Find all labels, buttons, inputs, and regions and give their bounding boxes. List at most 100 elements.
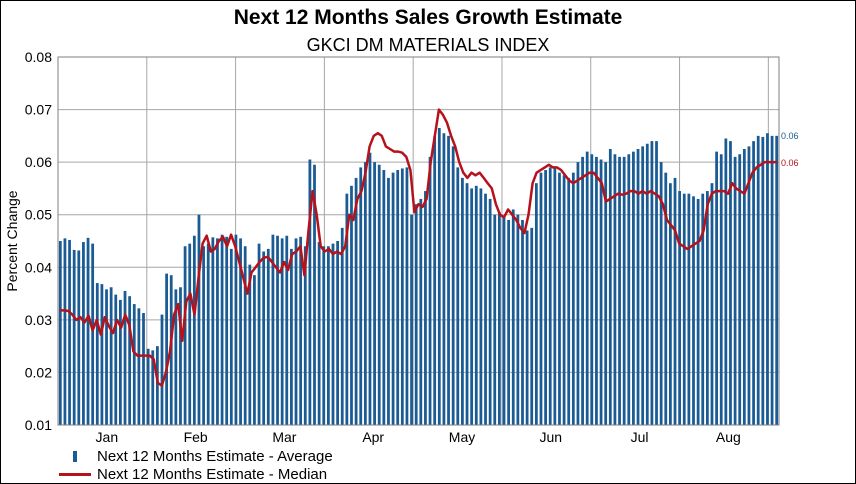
average-bar bbox=[179, 287, 182, 425]
average-bar bbox=[165, 273, 168, 425]
average-bar bbox=[271, 234, 275, 425]
average-bar bbox=[183, 246, 187, 425]
average-bar bbox=[497, 212, 501, 425]
y-tick-label: 0.02 bbox=[25, 364, 52, 380]
average-bar bbox=[534, 183, 538, 425]
average-bar bbox=[539, 172, 543, 425]
average-bar bbox=[188, 243, 192, 425]
average-bar bbox=[576, 162, 580, 425]
average-bar bbox=[359, 167, 363, 425]
average-bar bbox=[493, 214, 497, 425]
average-bar bbox=[234, 234, 238, 425]
average-bar bbox=[211, 237, 215, 425]
average-bar bbox=[650, 141, 654, 425]
average-bar bbox=[641, 146, 645, 425]
average-bar bbox=[645, 143, 649, 425]
average-bar bbox=[770, 135, 774, 425]
average-bar bbox=[544, 170, 547, 425]
x-tick-label: Apr bbox=[362, 429, 384, 445]
average-bar bbox=[632, 151, 635, 425]
x-tick-label: Jan bbox=[96, 429, 119, 445]
average-bar bbox=[206, 243, 210, 425]
average-bar bbox=[373, 162, 376, 425]
average-bar bbox=[451, 146, 455, 425]
average-bar bbox=[608, 149, 612, 425]
average-bar bbox=[595, 156, 598, 425]
average-bar bbox=[604, 162, 608, 425]
average-bar bbox=[63, 238, 67, 425]
average-bar bbox=[705, 191, 709, 425]
average-bar bbox=[479, 188, 483, 425]
average-bar bbox=[567, 177, 571, 425]
average-bar bbox=[456, 167, 460, 425]
average-bar bbox=[363, 162, 367, 425]
average-bar bbox=[636, 149, 640, 425]
average-bar bbox=[710, 183, 714, 425]
legend-swatch-average bbox=[73, 450, 77, 462]
average-bar bbox=[345, 193, 349, 425]
average-bar bbox=[192, 235, 196, 425]
average-bar bbox=[202, 246, 205, 425]
average-bar bbox=[396, 170, 400, 425]
average-bar bbox=[239, 238, 242, 425]
average-bar bbox=[733, 156, 737, 425]
average-bar bbox=[77, 250, 81, 425]
average-bar bbox=[437, 127, 441, 425]
average-bar bbox=[571, 172, 575, 425]
average-bar bbox=[622, 156, 626, 425]
end-label-average: 0.06 bbox=[781, 131, 799, 141]
average-bar bbox=[248, 264, 252, 425]
average-bar bbox=[470, 188, 474, 425]
average-bar bbox=[257, 243, 261, 425]
y-tick-label: 0.08 bbox=[25, 49, 52, 65]
average-bar bbox=[447, 135, 450, 425]
x-tick-label: Mar bbox=[272, 429, 296, 445]
chart-subtitle: GKCI DM MATERIALS INDEX bbox=[306, 35, 550, 55]
average-bar bbox=[590, 154, 594, 425]
average-bar bbox=[387, 177, 390, 425]
average-bar bbox=[405, 167, 409, 425]
y-axis-title: Percent Change bbox=[4, 190, 20, 291]
average-bar bbox=[151, 350, 155, 425]
average-bar bbox=[160, 314, 164, 425]
average-bar bbox=[521, 219, 524, 425]
x-tick-label: Jul bbox=[631, 429, 649, 445]
average-bar bbox=[474, 185, 478, 425]
average-bar bbox=[123, 290, 127, 425]
average-bar bbox=[86, 237, 90, 425]
average-bar bbox=[266, 248, 270, 425]
average-bar bbox=[724, 138, 728, 425]
average-bar bbox=[719, 154, 723, 425]
average-bar bbox=[308, 159, 312, 425]
average-bar bbox=[299, 236, 303, 425]
average-bar bbox=[419, 198, 423, 425]
average-bar bbox=[687, 193, 691, 425]
y-tick-label: 0.05 bbox=[25, 207, 52, 223]
average-bar bbox=[354, 177, 358, 425]
y-tick-label: 0.01 bbox=[25, 417, 52, 433]
average-bar bbox=[220, 234, 224, 425]
average-bar bbox=[146, 348, 150, 425]
average-bar bbox=[350, 185, 353, 425]
average-bar bbox=[516, 214, 520, 425]
average-bar bbox=[599, 159, 603, 425]
average-bar bbox=[465, 183, 469, 425]
average-bar bbox=[442, 133, 446, 425]
x-tick-label: Feb bbox=[184, 429, 208, 445]
chart-title: Next 12 Months Sales Growth Estimate bbox=[233, 6, 623, 29]
average-bar bbox=[197, 214, 201, 425]
legend: Next 12 Months Estimate - Average Next 1… bbox=[59, 447, 333, 483]
average-bar bbox=[747, 146, 751, 425]
average-bar bbox=[229, 248, 233, 425]
average-bar bbox=[95, 283, 99, 425]
average-bar bbox=[613, 154, 617, 425]
average-bar bbox=[502, 217, 506, 425]
y-tick-label: 0.07 bbox=[25, 102, 52, 118]
average-bar bbox=[738, 154, 742, 425]
average-bar bbox=[400, 168, 404, 426]
average-bar bbox=[391, 172, 395, 425]
average-bar bbox=[507, 219, 511, 425]
average-bar bbox=[511, 209, 515, 425]
average-bar bbox=[562, 175, 566, 425]
average-bar bbox=[91, 243, 95, 425]
